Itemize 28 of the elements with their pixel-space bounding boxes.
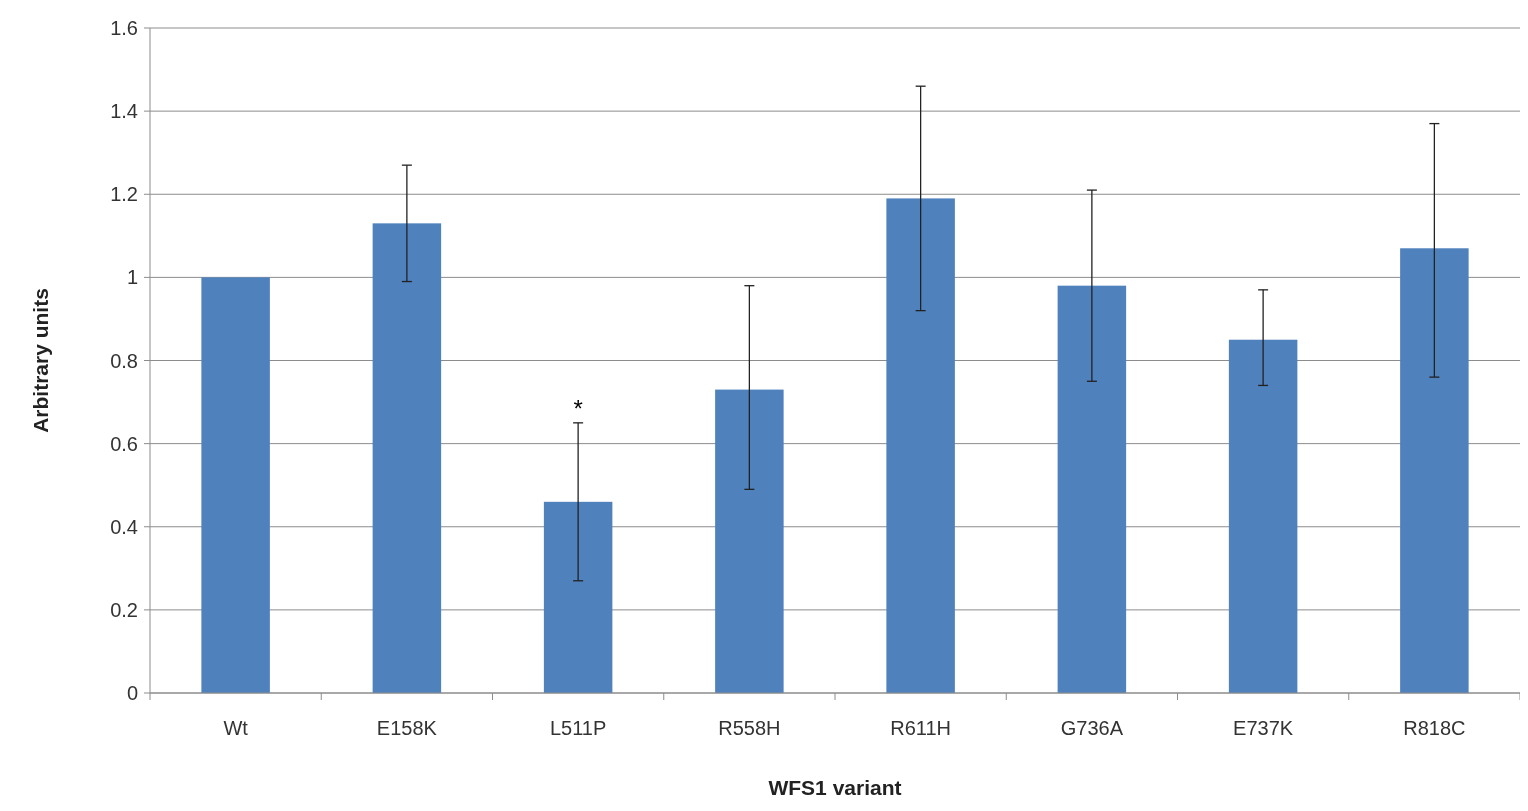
y-tick-label: 1.6 <box>110 17 138 39</box>
x-tick-label: L511P <box>549 717 607 739</box>
y-tick-label: 0.6 <box>110 432 138 455</box>
y-tick-label: 1.4 <box>110 100 138 123</box>
y-tick-label: 1.2 <box>110 183 138 206</box>
y-tick-label: 0.8 <box>110 349 138 372</box>
y-tick-label: 0.4 <box>110 515 138 538</box>
x-tick-label: R611H <box>890 717 952 739</box>
bar <box>543 501 613 693</box>
x-tick-label: E737K <box>1233 717 1294 739</box>
bar <box>1057 285 1127 693</box>
bar <box>1228 339 1298 693</box>
bar <box>372 223 442 693</box>
y-tick-label: 0.2 <box>110 598 138 621</box>
bar <box>886 198 955 693</box>
y-tick-label: 0 <box>126 682 138 704</box>
x-tick-label: G736A <box>1060 717 1124 739</box>
x-tick-label: R818C <box>1403 717 1466 739</box>
x-tick-label: Wt <box>223 717 249 739</box>
y-tick-label: 1 <box>126 266 138 289</box>
x-tick-label: R558H <box>718 717 781 739</box>
bar <box>1400 248 1469 693</box>
x-axis-title: WFS1 variant <box>768 776 902 799</box>
x-tick-label: E158K <box>376 717 438 739</box>
bar <box>201 277 270 693</box>
bar <box>715 389 784 693</box>
annotation: * <box>573 394 583 422</box>
y-axis-title: Arbitrary units <box>29 288 52 433</box>
